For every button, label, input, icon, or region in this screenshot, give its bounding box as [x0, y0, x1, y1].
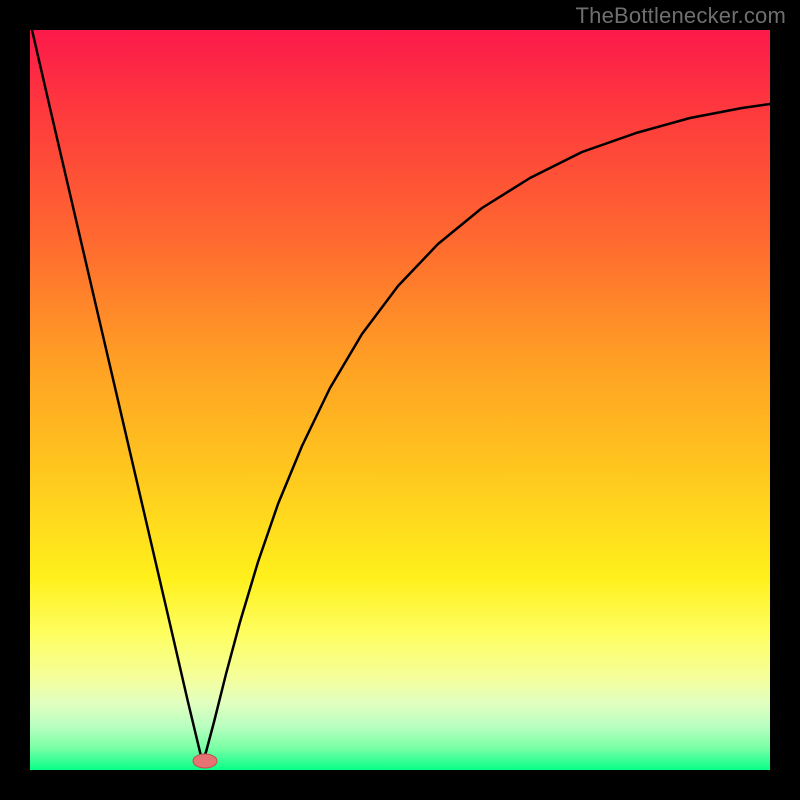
frame-border-bottom — [0, 770, 800, 800]
frame-border-left — [0, 0, 30, 800]
watermark-text: TheBottlenecker.com — [576, 3, 786, 29]
plot-area — [30, 30, 770, 770]
chart-canvas: TheBottlenecker.com — [0, 0, 800, 800]
plot-svg — [30, 30, 770, 770]
frame-border-right — [770, 0, 800, 800]
minimum-marker — [193, 754, 217, 768]
plot-background — [30, 30, 770, 770]
